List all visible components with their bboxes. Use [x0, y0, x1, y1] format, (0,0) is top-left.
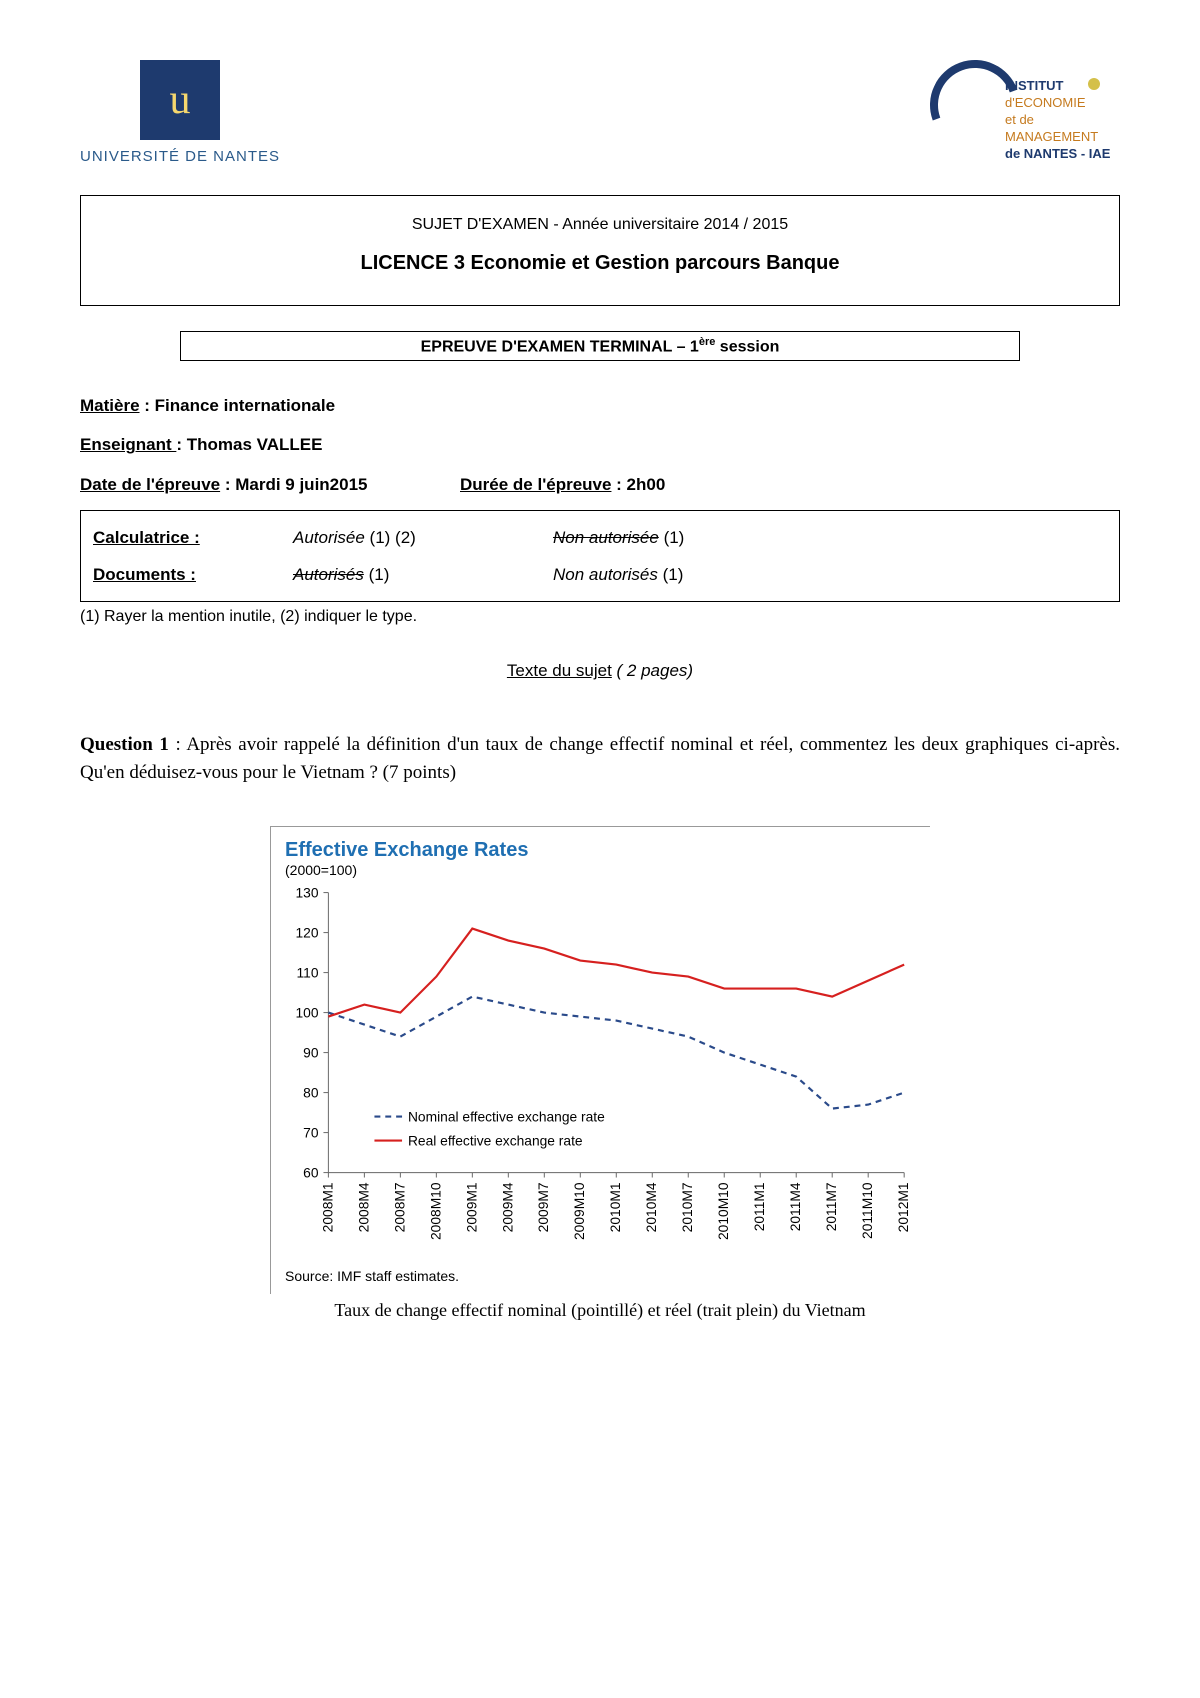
- header-logos: u UNIVERSITÉ DE NANTES INSTITUT d'ECONOM…: [80, 60, 1120, 165]
- svg-text:2009M10: 2009M10: [572, 1183, 587, 1241]
- svg-text:2012M1: 2012M1: [896, 1183, 911, 1233]
- duree-label: Durée de l'épreuve: [460, 475, 611, 494]
- svg-text:80: 80: [303, 1086, 319, 1101]
- logo-iae-l3: et de MANAGEMENT: [1005, 112, 1098, 144]
- rules-footnote: (1) Rayer la mention inutile, (2) indiqu…: [80, 608, 1120, 626]
- enseignant-value: : Thomas VALLEE: [176, 435, 322, 454]
- chart-wrap: Effective Exchange Rates (2000=100) 60 70…: [270, 826, 930, 1321]
- svg-text:2008M1: 2008M1: [320, 1183, 335, 1233]
- svg-text:100: 100: [295, 1006, 318, 1021]
- svg-text:90: 90: [303, 1046, 319, 1061]
- doc-label: Documents :: [93, 556, 293, 593]
- svg-text:2008M4: 2008M4: [356, 1183, 371, 1233]
- texte-u: Texte du sujet: [507, 661, 612, 680]
- svg-text:2010M1: 2010M1: [608, 1183, 623, 1233]
- svg-text:Nominal effective exchange rat: Nominal effective exchange rate: [408, 1110, 605, 1125]
- svg-text:2008M10: 2008M10: [428, 1183, 443, 1241]
- logo-univ-text: UNIVERSITÉ DE NANTES: [80, 148, 280, 165]
- exam-header-box: SUJET D'EXAMEN - Année universitaire 201…: [80, 195, 1120, 306]
- logo-univ-nantes: u UNIVERSITÉ DE NANTES: [80, 60, 280, 165]
- logo-iae: INSTITUT d'ECONOMIE et de MANAGEMENT de …: [920, 60, 1120, 160]
- info-block: Matière : Finance internationale Enseign…: [80, 386, 1120, 503]
- svg-text:110: 110: [297, 966, 319, 981]
- svg-text:2011M10: 2011M10: [860, 1183, 875, 1240]
- q1-label: Question 1: [80, 734, 169, 755]
- calc-notauth: Non autorisée: [553, 528, 659, 547]
- chart-title: Effective Exchange Rates: [285, 839, 916, 862]
- matiere-value: : Finance internationale: [140, 396, 336, 415]
- svg-text:60: 60: [303, 1166, 319, 1181]
- calc-auth-suf: (1) (2): [365, 528, 416, 547]
- doc-auth: Autorisés: [293, 565, 364, 584]
- session-suffix: session: [715, 338, 779, 355]
- calc-notauth-suf: (1): [659, 528, 685, 547]
- svg-text:2009M7: 2009M7: [536, 1183, 551, 1233]
- q1-text: : Après avoir rappelé la définition d'un…: [80, 734, 1120, 783]
- exam-title: LICENCE 3 Economie et Gestion parcours B…: [111, 252, 1089, 275]
- logo-letter: u: [170, 76, 191, 124]
- exchange-rate-chart: 60 70 80 90 100 110 120 130 2008M1 2008M4 2008M7 20…: [285, 884, 916, 1264]
- doc-notauth: Non autorisés: [553, 565, 658, 584]
- session-box: EPREUVE D'EXAMEN TERMINAL – 1ère session: [180, 331, 1020, 361]
- calc-auth: Autorisée: [293, 528, 365, 547]
- logo-iae-l2: d'ECONOMIE: [1005, 95, 1086, 110]
- svg-text:2010M7: 2010M7: [680, 1183, 695, 1233]
- chart-subtitle: (2000=100): [285, 862, 916, 878]
- duree-value: : 2h00: [611, 475, 665, 494]
- doc-auth-suf: (1): [364, 565, 390, 584]
- date-value: : Mardi 9 juin2015: [220, 475, 367, 494]
- svg-text:2009M1: 2009M1: [464, 1183, 479, 1233]
- svg-text:2010M4: 2010M4: [644, 1183, 659, 1233]
- logo-iae-text: INSTITUT d'ECONOMIE et de MANAGEMENT de …: [1005, 78, 1120, 162]
- session-sup: ère: [699, 336, 716, 348]
- svg-text:2011M7: 2011M7: [824, 1183, 839, 1232]
- question-1: Question 1 : Après avoir rappelé la défi…: [80, 731, 1120, 786]
- logo-univ-box: u: [140, 60, 220, 140]
- session-prefix: EPREUVE D'EXAMEN TERMINAL – 1: [421, 338, 699, 355]
- doc-notauth-suf: (1): [658, 565, 684, 584]
- svg-text:Real effective exchange rate: Real effective exchange rate: [408, 1134, 583, 1149]
- texte-i: ( 2 pages): [612, 661, 693, 680]
- calc-label: Calculatrice :: [93, 519, 293, 556]
- svg-text:2008M7: 2008M7: [392, 1183, 407, 1233]
- matiere-label: Matière: [80, 396, 140, 415]
- logo-iae-l4: de NANTES - IAE: [1005, 146, 1110, 161]
- svg-text:2009M4: 2009M4: [500, 1183, 515, 1233]
- chart-source: Source: IMF staff estimates.: [285, 1268, 916, 1284]
- logo-iae-l1: INSTITUT: [1005, 78, 1064, 93]
- svg-text:70: 70: [303, 1126, 319, 1141]
- svg-text:2011M1: 2011M1: [752, 1183, 767, 1232]
- chart-caption: Taux de change effectif nominal (pointil…: [270, 1300, 930, 1321]
- svg-text:130: 130: [295, 886, 318, 901]
- enseignant-label: Enseignant: [80, 435, 176, 454]
- date-label: Date de l'épreuve: [80, 475, 220, 494]
- svg-text:120: 120: [295, 926, 318, 941]
- chart-box: Effective Exchange Rates (2000=100) 60 70…: [270, 826, 930, 1294]
- exam-top-line: SUJET D'EXAMEN - Année universitaire 201…: [111, 216, 1089, 234]
- texte-sujet: Texte du sujet ( 2 pages): [80, 661, 1120, 681]
- svg-text:2010M10: 2010M10: [716, 1183, 731, 1241]
- rules-box: Calculatrice : Autorisée (1) (2) Non aut…: [80, 510, 1120, 603]
- svg-text:2011M4: 2011M4: [788, 1183, 803, 1232]
